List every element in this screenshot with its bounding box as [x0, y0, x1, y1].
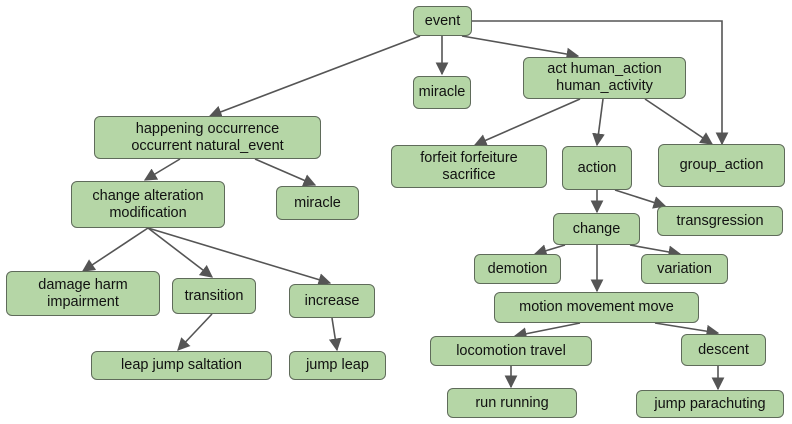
node-change: change — [553, 213, 640, 245]
node-motion-movement: motion movement move — [494, 292, 699, 323]
node-forfeit-forfeiture: forfeit forfeiture sacrifice — [391, 145, 547, 188]
edge-increase-jumpleap — [328, 317, 342, 352]
edge-act-group-action — [644, 98, 714, 145]
node-transition: transition — [172, 278, 256, 314]
node-act-human-action: act human_action human_activity — [523, 57, 686, 99]
node-descent: descent — [681, 334, 766, 366]
edge-action-transgression — [614, 189, 667, 209]
node-event: event — [413, 6, 472, 36]
edge-change-demotion — [533, 244, 566, 257]
edge-motion-descent — [654, 322, 720, 338]
node-demotion: demotion — [474, 254, 561, 284]
edge-change-variation — [629, 244, 682, 259]
node-jump-parachuting: jump parachuting — [636, 390, 784, 418]
node-increase: increase — [289, 284, 375, 318]
node-jump-leap: jump leap — [289, 351, 386, 380]
edge-happening-miracle — [254, 158, 317, 187]
edge-changealt-damage — [81, 227, 149, 272]
node-run-running: run running — [447, 388, 577, 418]
edge-changealt-increase — [147, 227, 332, 286]
node-damage-harm: damage harm impairment — [6, 271, 160, 316]
edge-happening-change — [143, 158, 181, 181]
node-variation: variation — [641, 254, 728, 284]
edge-event-act — [461, 35, 580, 61]
node-leap-jump-saltation: leap jump saltation — [91, 351, 272, 380]
edge-transition-leap — [177, 313, 213, 351]
node-miracle-mid: miracle — [276, 186, 359, 220]
edge-event-happening — [208, 35, 421, 118]
edge-event-group-action — [472, 20, 729, 146]
edge-changealt-transition — [147, 227, 214, 278]
node-miracle-top: miracle — [413, 76, 471, 109]
node-happening-occurrence: happening occurrence occurrent natural_e… — [94, 116, 321, 159]
node-group-action: group_action — [658, 144, 785, 187]
node-transgression: transgression — [657, 206, 783, 236]
edge-act-action — [592, 98, 605, 147]
node-action: action — [562, 146, 632, 190]
edge-motion-locomotion — [513, 322, 581, 341]
node-locomotion-travel: locomotion travel — [430, 336, 592, 366]
node-change-alteration: change alteration modification — [71, 181, 225, 228]
edge-act-forfeit — [473, 98, 581, 147]
